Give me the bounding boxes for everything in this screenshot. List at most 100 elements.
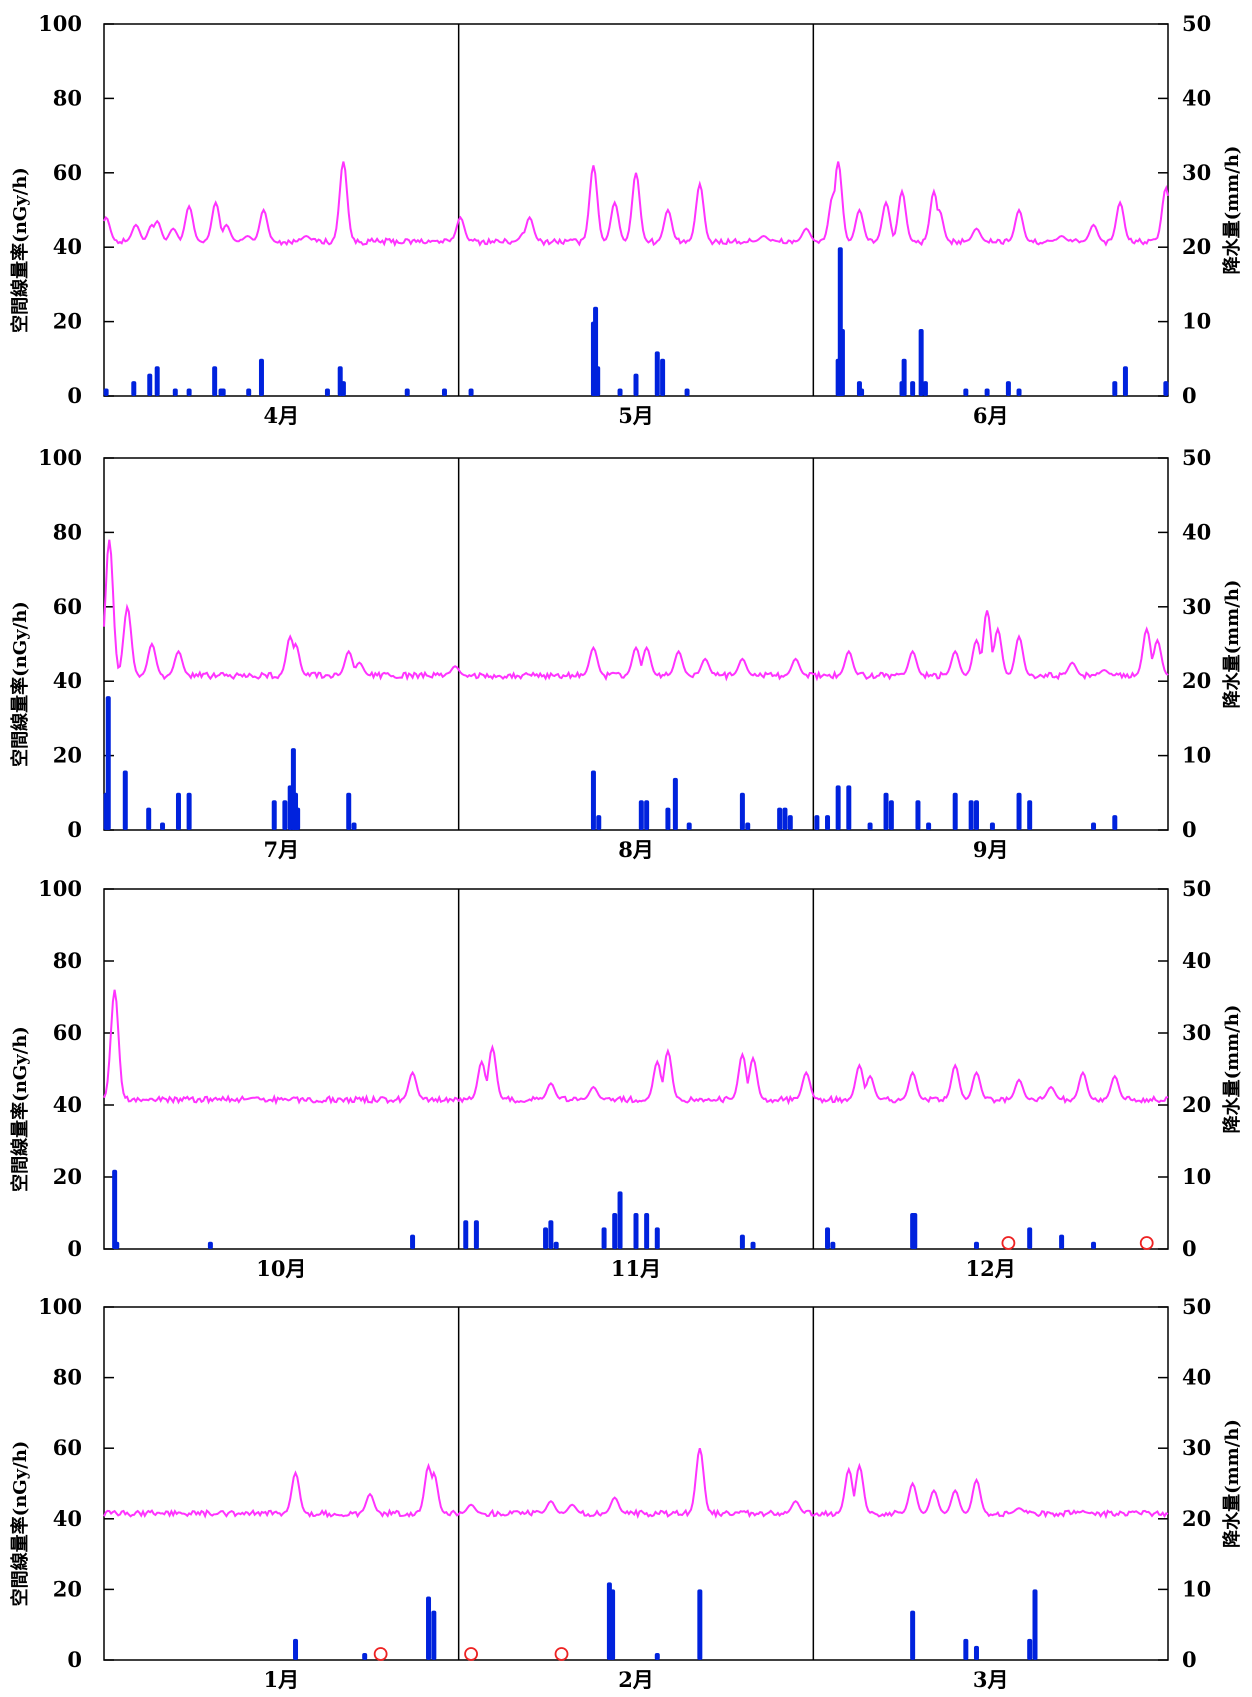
left-tick-label: 20 (53, 309, 82, 334)
precipitation-bar (1005, 381, 1011, 396)
precipitation-bar (1112, 381, 1118, 396)
right-tick-label: 20 (1182, 1506, 1211, 1531)
precipitation-bar (910, 1610, 916, 1660)
left-axis-title: 空間線量率(nGy/h) (9, 1026, 31, 1192)
left-tick-label: 100 (38, 1294, 82, 1319)
precipitation-bar (846, 785, 852, 830)
precipitation-bar (922, 381, 928, 396)
precipitation-bar (246, 388, 252, 396)
precipitation-bar (1163, 381, 1169, 396)
right-tick-label: 10 (1182, 309, 1211, 334)
left-tick-label: 40 (53, 1506, 82, 1531)
left-axis-title: 空間線量率(nGy/h) (9, 1441, 31, 1607)
left-tick-label: 20 (53, 1576, 82, 1601)
precipitation-bar (426, 1596, 432, 1660)
right-axis-title: 降水量(mm/h) (1221, 146, 1243, 275)
month-label: 11月 (611, 1256, 661, 1281)
month-label: 7月 (264, 837, 300, 862)
right-tick-label: 30 (1182, 594, 1211, 619)
precipitation-bar (963, 1638, 969, 1660)
precipitation-bar (1027, 800, 1033, 830)
precipitation-bar (638, 800, 644, 830)
precipitation-bar (160, 822, 166, 830)
precipitation-bar (777, 807, 783, 830)
precipitation-bar (1091, 822, 1097, 830)
precipitation-bar (147, 373, 153, 396)
dose-rate-line (103, 161, 1169, 248)
precipitation-bar (1091, 1241, 1097, 1249)
left-tick-label: 80 (53, 948, 82, 973)
right-tick-label: 0 (1182, 817, 1197, 842)
right-tick-label: 10 (1182, 1164, 1211, 1189)
precipitation-bar (814, 815, 820, 830)
left-tick-label: 0 (67, 817, 82, 842)
precipitation-bar (404, 388, 410, 396)
precipitation-bar (654, 1227, 660, 1249)
precipitation-bar (867, 822, 873, 830)
precipitation-bar (612, 1213, 618, 1249)
right-tick-label: 50 (1182, 876, 1211, 901)
precipitation-bar (654, 1652, 660, 1660)
precipitation-bar (122, 770, 128, 830)
left-tick-label: 100 (38, 876, 82, 901)
left-axis-title: 空間線量率(nGy/h) (9, 167, 31, 333)
precipitation-bar (553, 1241, 559, 1249)
precipitation-bar (596, 815, 602, 830)
precipitation-bar (926, 822, 932, 830)
precipitation-bar (601, 1227, 607, 1249)
precipitation-bar (351, 822, 357, 830)
month-label: 9月 (973, 837, 1009, 862)
precipitation-bar (186, 388, 192, 396)
precipitation-bar (1059, 1234, 1065, 1249)
precipitation-bar (468, 388, 474, 396)
month-label: 6月 (973, 403, 1009, 428)
precipitation-bar (431, 1610, 437, 1660)
right-tick-label: 40 (1182, 85, 1211, 110)
precipitation-bar (910, 381, 916, 396)
precipitation-bar (859, 388, 865, 396)
right-axis-title: 降水量(mm/h) (1221, 1419, 1243, 1548)
precipitation-bar (617, 1191, 623, 1249)
precipitation-bar (665, 807, 671, 830)
precipitation-bar (697, 1589, 703, 1660)
precipitation-bar (346, 792, 352, 830)
precipitation-bar (739, 792, 745, 830)
precipitation-bar (963, 388, 969, 396)
precipitation-bar (686, 822, 692, 830)
right-tick-label: 40 (1182, 1365, 1211, 1390)
left-tick-label: 80 (53, 519, 82, 544)
precipitation-bar (654, 351, 660, 396)
left-tick-label: 0 (67, 1647, 82, 1672)
precipitation-bar (739, 1234, 745, 1249)
precipitation-bar (362, 1652, 368, 1660)
precipitation-bar (220, 388, 226, 396)
precipitation-bar (271, 800, 277, 830)
precipitation-bar (595, 366, 601, 396)
precipitation-bar (1016, 388, 1022, 396)
month-label: 12月 (966, 1256, 1016, 1281)
precipitation-bar (745, 822, 751, 830)
precipitation-bar (825, 815, 831, 830)
precipitation-bar (839, 329, 845, 396)
precipitation-bar (548, 1220, 554, 1249)
left-tick-label: 80 (53, 85, 82, 110)
precipitation-bar (782, 807, 788, 830)
precipitation-bar (282, 800, 288, 830)
precipitation-bar (973, 800, 979, 830)
snow-marker (554, 1647, 569, 1661)
right-tick-label: 30 (1182, 1435, 1211, 1460)
precipitation-bar (901, 358, 907, 396)
precipitation-bar (633, 373, 639, 396)
right-tick-label: 40 (1182, 948, 1211, 973)
month-label: 3月 (973, 1667, 1009, 1692)
dose-rate-line (103, 1447, 1169, 1520)
precipitation-bar (968, 800, 974, 830)
precipitation-bar (825, 1227, 831, 1249)
precipitation-bar (105, 696, 111, 830)
right-tick-label: 20 (1182, 234, 1211, 259)
precipitation-bar (207, 1241, 213, 1249)
precipitation-bar (835, 785, 841, 830)
precipitation-bar (750, 1241, 756, 1249)
dose-rate-line (103, 539, 1169, 682)
precipitation-bar (984, 388, 990, 396)
